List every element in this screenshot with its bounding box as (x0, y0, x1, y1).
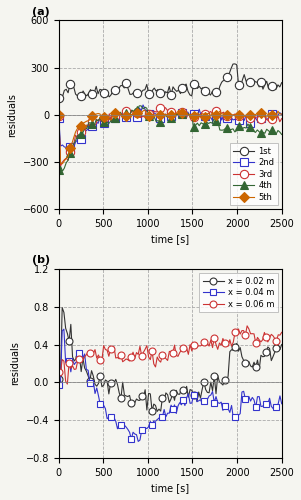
3rd (276, 113, 280, 119)
Legend: x = 0.02 m, x = 0.04 m, x = 0.06 m: x = 0.02 m, x = 0.04 m, x = 0.06 m (199, 273, 278, 312)
4th (119, 110, 123, 116)
5th (57, 112, 61, 118)
5th (237, 112, 240, 117)
x = 0.06 m (233, 330, 237, 336)
X-axis label: time [s]: time [s] (151, 483, 189, 493)
3rd (119, 112, 123, 118)
4th (276, 128, 280, 134)
x = 0.04 m (280, 400, 284, 406)
Line: 2nd: 2nd (54, 101, 286, 156)
2nd (119, 110, 123, 116)
2nd (106, 119, 109, 125)
1st (117, 86, 120, 92)
3rd (237, 113, 240, 119)
x = 0.04 m (57, 382, 61, 388)
3rd (184, 116, 188, 121)
x = 0.06 m (57, 369, 61, 375)
Y-axis label: residuals: residuals (7, 93, 17, 136)
3rd (164, 104, 167, 110)
x = 0.04 m (225, 406, 228, 411)
x = 0.06 m (66, 381, 69, 387)
x = 0.02 m (280, 342, 284, 347)
4th (214, 118, 218, 124)
4th (184, 110, 188, 116)
Line: x = 0.02 m: x = 0.02 m (55, 304, 285, 415)
2nd (280, 112, 284, 117)
x = 0.02 m (235, 340, 239, 346)
4th (106, 120, 109, 126)
x = 0.06 m (206, 340, 209, 346)
5th (184, 110, 188, 116)
1st (181, 84, 184, 90)
1st (274, 86, 278, 92)
x = 0.02 m (57, 376, 61, 382)
3rd (214, 108, 218, 114)
3rd (280, 116, 284, 121)
2nd (57, 115, 61, 121)
2nd (237, 117, 240, 123)
1st (211, 88, 214, 94)
4th (237, 123, 240, 129)
Text: (b): (b) (32, 256, 50, 266)
x = 0.06 m (119, 352, 123, 358)
x = 0.06 m (154, 364, 157, 370)
Text: (a): (a) (32, 6, 50, 16)
1st (280, 80, 284, 86)
Line: 3rd: 3rd (54, 104, 286, 170)
x = 0.02 m (155, 408, 159, 414)
x = 0.04 m (176, 403, 180, 409)
1st (233, 61, 237, 67)
3rd (59, 163, 62, 169)
x = 0.04 m (155, 416, 159, 422)
x = 0.02 m (176, 391, 180, 397)
X-axis label: time [s]: time [s] (151, 234, 189, 244)
4th (61, 168, 64, 174)
2nd (214, 116, 218, 122)
5th (276, 108, 280, 114)
4th (138, 103, 141, 109)
x = 0.06 m (175, 352, 178, 358)
x = 0.04 m (207, 393, 211, 399)
Line: x = 0.06 m: x = 0.06 m (55, 322, 285, 388)
x = 0.06 m (223, 340, 226, 346)
x = 0.02 m (207, 390, 211, 396)
4th (57, 166, 61, 172)
x = 0.02 m (61, 304, 64, 310)
x = 0.04 m (62, 326, 66, 332)
Line: 1st: 1st (54, 60, 286, 102)
1st (57, 96, 61, 102)
x = 0.06 m (245, 323, 249, 329)
5th (61, 160, 64, 166)
2nd (66, 148, 70, 154)
3rd (57, 113, 61, 119)
x = 0.04 m (119, 422, 123, 428)
5th (119, 110, 123, 116)
1st (104, 89, 107, 95)
5th (280, 111, 284, 117)
4th (280, 132, 284, 138)
2nd (141, 102, 145, 108)
x = 0.02 m (225, 379, 228, 385)
1st (235, 62, 238, 68)
Line: x = 0.04 m: x = 0.04 m (55, 326, 285, 445)
x = 0.02 m (154, 402, 157, 408)
Line: 5th: 5th (55, 106, 285, 167)
x = 0.04 m (136, 438, 140, 444)
5th (106, 115, 109, 121)
2nd (276, 112, 280, 118)
x = 0.04 m (235, 414, 239, 420)
2nd (184, 109, 188, 115)
3rd (106, 118, 109, 124)
5th (143, 107, 147, 113)
Legend: 1st, 2nd, 3rd, 4th, 5th: 1st, 2nd, 3rd, 4th, 5th (230, 144, 278, 205)
Line: 4th: 4th (54, 102, 286, 176)
Y-axis label: residuals: residuals (10, 342, 20, 386)
x = 0.02 m (119, 396, 123, 402)
x = 0.06 m (280, 330, 284, 336)
5th (214, 112, 218, 117)
